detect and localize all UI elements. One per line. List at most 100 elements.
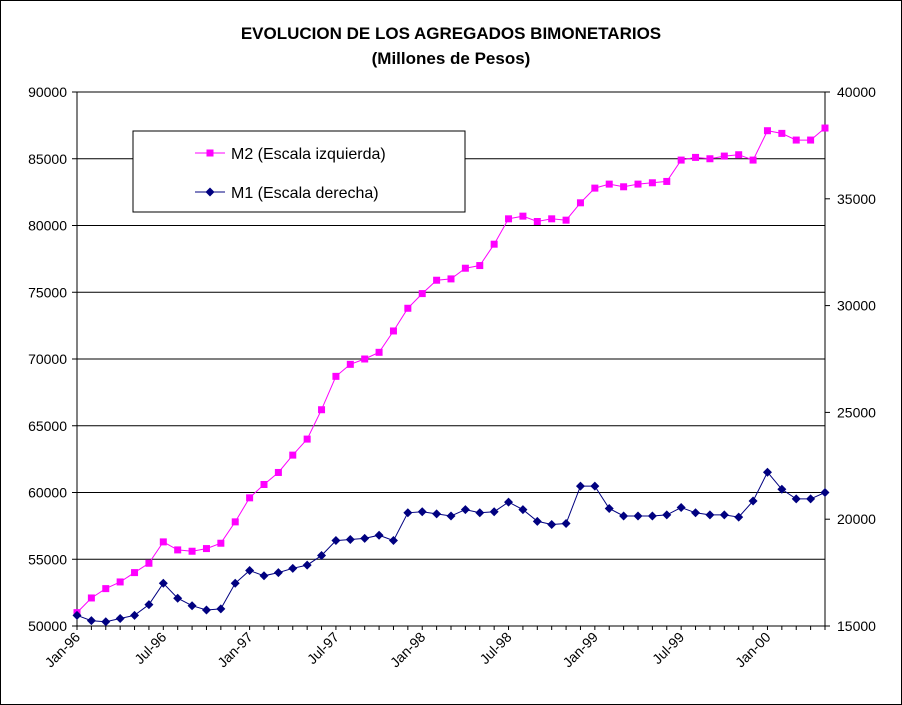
m1-point (748, 496, 758, 506)
m2-point (375, 348, 383, 356)
m1-point (547, 520, 557, 530)
m2-point (476, 262, 484, 270)
m1-point (360, 533, 370, 543)
m1-point (475, 508, 485, 518)
m2-point (346, 360, 354, 368)
m1-point (317, 551, 327, 561)
m2-point (720, 152, 728, 160)
m2-point (159, 538, 167, 546)
m2-point (404, 304, 412, 312)
y-right-tick-label: 30000 (837, 298, 876, 314)
chart-subtitle: (Millones de Pesos) (371, 49, 531, 68)
x-tick-label: Jul-98 (476, 629, 514, 667)
m1-point (762, 467, 772, 477)
m1-point (561, 518, 571, 528)
m1-point (619, 511, 629, 521)
m1-point (230, 578, 240, 588)
m1-point (676, 502, 686, 512)
m2-point (562, 216, 570, 224)
m1-point (806, 494, 816, 504)
legend-box (132, 130, 466, 213)
m2-point (591, 184, 599, 192)
m2-point (274, 468, 282, 476)
m1-point (719, 510, 729, 520)
m1-point (575, 481, 585, 491)
x-tick-label: Jan-97 (214, 629, 256, 671)
m2-point (260, 480, 268, 488)
m2-point (116, 578, 124, 586)
m2-point (418, 290, 426, 298)
y-left-tick-label: 55000 (28, 551, 67, 567)
m2-point (735, 151, 743, 159)
y-right-tick-label: 25000 (837, 404, 876, 420)
m2-point (332, 372, 340, 380)
m2-point (749, 156, 757, 164)
m2-point (821, 124, 829, 132)
m2-point (447, 275, 455, 283)
m2-point (389, 327, 397, 335)
m1-point (691, 508, 701, 518)
m2-point (87, 594, 95, 602)
m2-point (692, 153, 700, 161)
m1-point (259, 571, 269, 581)
m2-point (361, 355, 369, 363)
y-left-tick-label: 65000 (28, 418, 67, 434)
m1-point (187, 601, 197, 611)
m2-point (188, 547, 196, 555)
m2-point (792, 136, 800, 144)
m1-point (504, 497, 514, 507)
y-left-tick-label: 50000 (28, 618, 67, 634)
m1-point (647, 511, 657, 521)
m1-point (403, 508, 413, 518)
m2-point (663, 177, 671, 185)
m1-point (460, 505, 470, 515)
m1-point (115, 614, 125, 624)
m1-point (345, 534, 355, 544)
m1-point (489, 507, 499, 517)
m1-point (86, 616, 96, 626)
m1-point (158, 578, 168, 588)
y-right-tick-label: 20000 (837, 511, 876, 527)
m2-point (231, 518, 239, 526)
m2-point (807, 136, 815, 144)
m2-point (174, 546, 182, 554)
m2-point (289, 451, 297, 459)
legend-marker-square (206, 149, 214, 157)
y-left-tick-label: 85000 (28, 151, 67, 167)
m2-point (548, 215, 556, 223)
m2-point (102, 585, 110, 593)
m1-point (446, 511, 456, 521)
m2-point (490, 240, 498, 248)
y-right-tick-label: 15000 (837, 618, 876, 634)
m2-point (202, 545, 210, 553)
m2-point (576, 199, 584, 207)
x-tick-label: Jan-00 (732, 629, 774, 671)
m1-point (245, 565, 255, 575)
m2-point (318, 406, 326, 414)
m1-point (705, 510, 715, 520)
y-left-tick-label: 60000 (28, 485, 67, 501)
m1-point (417, 507, 427, 517)
m1-point (144, 600, 154, 610)
m2-point (505, 215, 513, 223)
legend-marker-diamond (205, 187, 215, 197)
x-tick-label: Jan-98 (387, 629, 429, 671)
m1-point (130, 610, 140, 620)
m2-point (620, 183, 628, 191)
m1-point (590, 481, 600, 491)
m1-point (374, 530, 384, 540)
m2-point (217, 539, 225, 547)
y-left-tick-label: 70000 (28, 351, 67, 367)
m1-point (302, 560, 312, 570)
m1-point (201, 605, 211, 615)
m1-point (432, 509, 442, 519)
m2-point (461, 264, 469, 272)
y-left-tick-label: 75000 (28, 284, 67, 300)
m2-point (246, 494, 254, 502)
legend-label: M1 (Escala derecha) (231, 185, 379, 202)
chart-title: EVOLUCION DE LOS AGREGADOS BIMONETARIOS (240, 24, 662, 43)
x-tick-label: Jul-97 (304, 629, 342, 667)
m1-point (388, 536, 398, 546)
